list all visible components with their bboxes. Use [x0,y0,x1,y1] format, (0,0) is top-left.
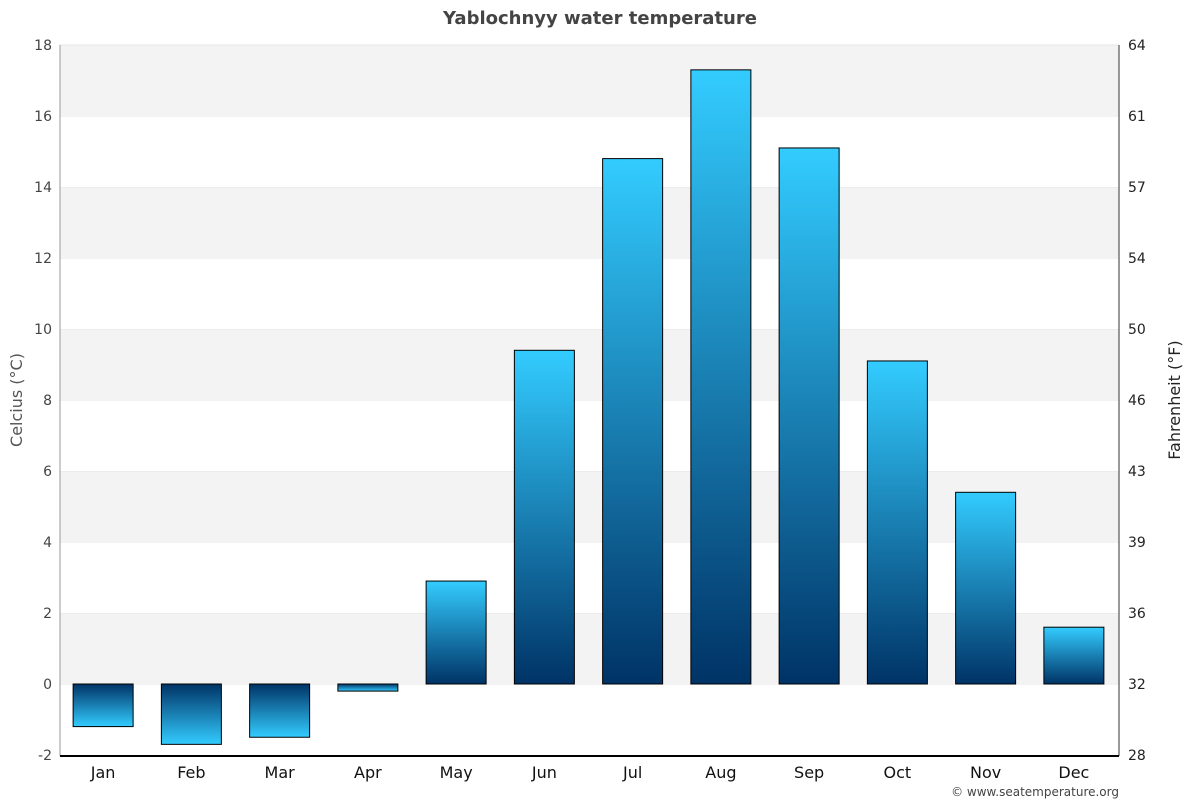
x-tick-label: May [440,763,473,782]
x-tick-label: Oct [884,763,912,782]
grid-band [60,471,1119,542]
y-axis-right-label: Fahrenheit (°F) [1165,340,1184,459]
y-tick-label: -2 [38,748,52,764]
y-tick-label: 8 [43,393,52,409]
x-tick-label: Aug [705,763,736,782]
y-tick-label: 2 [43,606,52,622]
bar-may [425,580,487,685]
credit: © www.seatemperature.org [951,785,1119,799]
grid-band [60,684,1119,755]
grid-band [60,116,1119,187]
bar-aug [690,69,752,685]
grid-band [60,45,1119,116]
y-right-tick-label: 36 [1128,606,1146,622]
y-right-tick-label: 39 [1128,535,1146,551]
x-tick-label: Jan [90,763,116,782]
y-right-tick-label: 32 [1128,677,1146,693]
y-right-tick-label: 43 [1128,464,1146,480]
x-tick-label: Feb [177,763,205,782]
y-tick-label: 14 [34,180,52,196]
x-tick-label: Mar [265,763,296,782]
grid-band [60,258,1119,329]
bar-apr [337,683,399,692]
bar-jun [513,349,575,685]
grid-band [60,400,1119,471]
y-tick-label: 12 [34,251,52,267]
y-right-tick-label: 28 [1128,748,1146,764]
bar-oct [866,360,928,685]
chart-title: Yablochnyy water temperature [442,8,757,29]
y-axis-label: Celcius (°C) [7,353,26,447]
x-tick-label: Jul [622,763,642,782]
y-tick-label: 10 [34,322,52,338]
grid-band [60,542,1119,613]
bar-mar [249,683,311,738]
x-tick-label: Sep [794,763,824,782]
x-tick-label: Jun [531,763,557,782]
y-tick-label: 16 [34,109,52,125]
grid-band [60,613,1119,684]
y-right-tick-label: 64 [1128,38,1146,54]
y-right-tick-label: 46 [1128,393,1146,409]
y-tick-label: 0 [43,677,52,693]
bar-feb [160,683,222,745]
x-tick-label: Nov [970,763,1001,782]
y-right-tick-label: 50 [1128,322,1146,338]
bar-nov [955,491,1017,685]
bar-jul [602,158,664,685]
bar-dec [1043,626,1105,685]
y-right-tick-label: 61 [1128,109,1146,125]
bar-sep [778,147,840,685]
y-right-tick-label: 54 [1128,251,1146,267]
y-tick-label: 6 [43,464,52,480]
grid-band [60,187,1119,258]
grid-band [60,329,1119,400]
x-tick-label: Apr [354,763,382,782]
y-tick-label: 4 [43,535,52,551]
y-tick-label: 18 [34,38,52,54]
x-tick-label: Dec [1058,763,1089,782]
y-right-tick-label: 57 [1128,180,1146,196]
bar-jan [72,683,134,728]
